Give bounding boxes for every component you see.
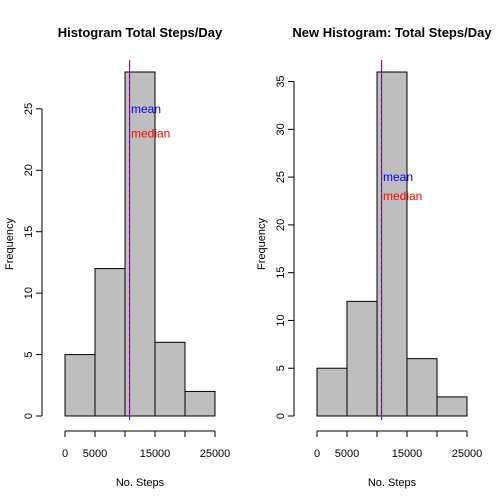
p1-y-tick-label-6: 25 bbox=[23, 103, 35, 115]
p1-x-tick-label-1: 0 bbox=[62, 448, 68, 460]
p1-histogram-bar-1 bbox=[64, 354, 96, 417]
p1-y-tick-label-3: 10 bbox=[23, 287, 35, 299]
p1-histogram-bar-2 bbox=[94, 268, 126, 417]
p1-histogram-bar-4 bbox=[154, 341, 186, 417]
p2-mean-annotation: mean bbox=[383, 170, 413, 184]
p2-y-tick-label-4: 15 bbox=[275, 267, 287, 279]
p1-y-tick-label-1: 0 bbox=[23, 413, 35, 419]
p1-y-axis-label: Frequency bbox=[4, 218, 16, 270]
p1-x-tick-label-2: 5000 bbox=[83, 448, 107, 460]
p2-y-tick-label-7: 30 bbox=[275, 123, 287, 135]
p1-x-axis-label: No. Steps bbox=[116, 477, 165, 489]
p2-y-tick-label-2: 5 bbox=[275, 365, 287, 371]
p1-y-tick-label-4: 15 bbox=[23, 226, 35, 238]
p2-median-annotation: median bbox=[383, 189, 422, 203]
p1-chart-title: Histogram Total Steps/Day bbox=[58, 25, 223, 40]
p2-x-tick-label-2: 5000 bbox=[335, 448, 359, 460]
p2-y-tick-label-3: 10 bbox=[275, 314, 287, 326]
p1-mean-annotation: mean bbox=[131, 102, 161, 116]
p1-median-annotation: median bbox=[131, 126, 170, 140]
p2-y-tick-label-5: 20 bbox=[275, 219, 287, 231]
p2-histogram-bar-4 bbox=[406, 358, 438, 417]
p2-y-tick-label-6: 25 bbox=[275, 171, 287, 183]
p2-histogram-bar-2 bbox=[346, 300, 378, 417]
p1-x-tick-label-4: 25000 bbox=[200, 448, 231, 460]
p1-x-tick-label-3: 15000 bbox=[140, 448, 171, 460]
p2-chart-title: New Histogram: Total Steps/Day bbox=[292, 25, 492, 40]
p1-histogram-bar-5 bbox=[184, 390, 216, 417]
p2-x-tick-label-1: 0 bbox=[314, 448, 320, 460]
p2-histogram-bar-5 bbox=[436, 396, 468, 417]
p2-histogram-bar-1 bbox=[316, 367, 348, 417]
p2-x-tick-label-4: 25000 bbox=[452, 448, 483, 460]
p2-y-tick-label-1: 0 bbox=[275, 413, 287, 419]
p2-x-tick-label-3: 15000 bbox=[392, 448, 423, 460]
p2-x-axis-label: No. Steps bbox=[368, 477, 417, 489]
p2-y-axis-label: Frequency bbox=[256, 218, 268, 270]
p1-y-tick-label-5: 20 bbox=[23, 164, 35, 176]
p1-y-tick-label-2: 5 bbox=[23, 352, 35, 358]
p2-y-tick-label-8: 35 bbox=[275, 75, 287, 87]
